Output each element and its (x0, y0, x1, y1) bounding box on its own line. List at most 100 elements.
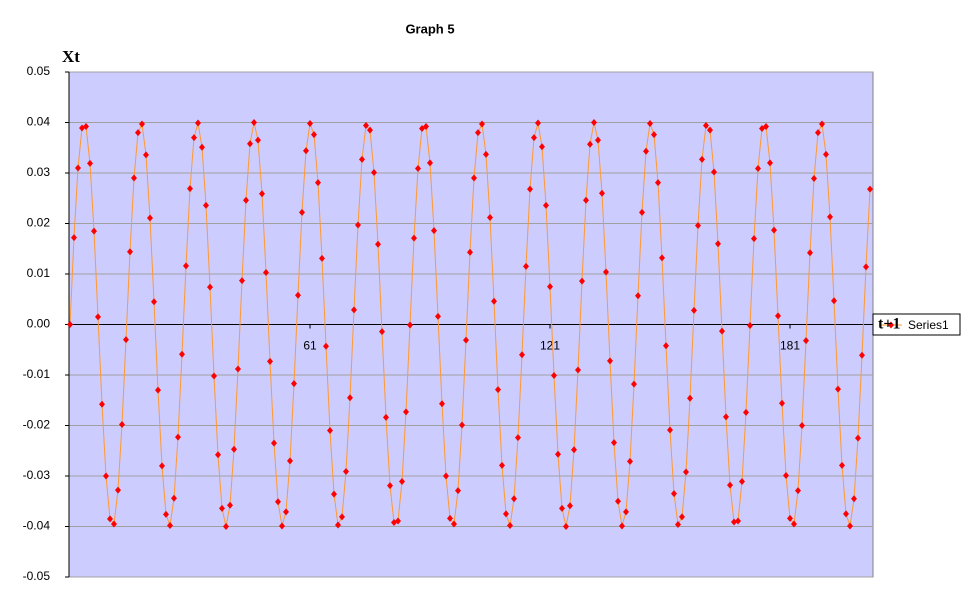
data-point (867, 185, 873, 193)
data-point (91, 227, 97, 235)
data-point (303, 147, 309, 155)
data-point (179, 350, 185, 358)
data-point (227, 501, 233, 509)
data-point (619, 522, 625, 530)
data-point (407, 321, 413, 329)
data-point (707, 126, 713, 134)
data-point (131, 174, 137, 182)
data-point (571, 446, 577, 454)
y-axis-label: Xt (62, 47, 80, 66)
data-point (347, 394, 353, 402)
data-point (119, 420, 125, 428)
data-point (183, 262, 189, 270)
data-point (583, 196, 589, 204)
data-point (575, 366, 581, 374)
data-point (587, 140, 593, 148)
data-point (483, 150, 489, 158)
data-point (431, 227, 437, 235)
data-point (779, 399, 785, 407)
data-point (851, 495, 857, 503)
data-point (215, 451, 221, 459)
y-tick-label: 0.02 (27, 216, 51, 230)
data-point (735, 517, 741, 525)
data-point (459, 421, 465, 429)
data-point (783, 471, 789, 479)
data-point (267, 357, 273, 365)
data-point (159, 462, 165, 470)
data-point (75, 164, 81, 172)
x-tick-label: 61 (303, 339, 317, 353)
data-point (699, 155, 705, 163)
data-point (667, 426, 673, 434)
data-point (579, 277, 585, 285)
data-point (171, 494, 177, 502)
data-point (751, 235, 757, 243)
data-point (631, 380, 637, 388)
data-point (219, 504, 225, 512)
data-point (319, 254, 325, 262)
data-point (819, 120, 825, 128)
data-point (507, 521, 513, 529)
data-point (663, 342, 669, 350)
data-point (463, 336, 469, 344)
data-point (447, 514, 453, 522)
data-point (295, 291, 301, 299)
data-point (439, 400, 445, 408)
data-point (123, 336, 129, 344)
data-point (231, 445, 237, 453)
data-point (411, 234, 417, 242)
data-point (475, 129, 481, 137)
data-point (427, 159, 433, 167)
y-tick-label: -0.04 (23, 519, 51, 533)
data-point (107, 515, 113, 523)
data-point (539, 143, 545, 151)
y-tick-label: -0.02 (23, 418, 51, 432)
data-point (99, 400, 105, 408)
data-point (399, 478, 405, 486)
data-point (855, 434, 861, 442)
data-point (863, 263, 869, 271)
data-point (311, 131, 317, 139)
data-point (615, 497, 621, 505)
data-point (255, 136, 261, 144)
data-point (743, 408, 749, 416)
data-point (435, 312, 441, 320)
data-point (627, 457, 633, 465)
data-point (603, 268, 609, 276)
data-point (719, 327, 725, 335)
data-point (591, 119, 597, 126)
data-point (199, 143, 205, 151)
data-point (755, 164, 761, 172)
data-point (67, 321, 73, 328)
data-point (191, 134, 197, 142)
data-point (451, 520, 457, 528)
data-point (367, 126, 373, 134)
data-point (807, 249, 813, 257)
data-point (511, 495, 517, 503)
data-point (415, 164, 421, 172)
data-point (443, 472, 449, 480)
data-point (687, 394, 693, 402)
data-point (703, 122, 709, 130)
data-point (531, 134, 537, 142)
chart-title: Graph 5 (405, 21, 454, 36)
data-point (659, 254, 665, 262)
data-point (859, 351, 865, 359)
data-point (731, 518, 737, 526)
data-point (331, 490, 337, 498)
data-point (847, 522, 853, 530)
y-tick-label: 0.03 (27, 165, 51, 179)
data-point (175, 433, 181, 441)
data-point (247, 140, 253, 148)
data-point (135, 129, 141, 137)
data-point (823, 150, 829, 158)
data-point (383, 413, 389, 421)
data-point (83, 123, 89, 131)
data-point (343, 467, 349, 475)
data-point (339, 513, 345, 521)
data-point (127, 248, 133, 256)
data-point (403, 408, 409, 416)
data-point (747, 322, 753, 330)
data-point (315, 179, 321, 187)
